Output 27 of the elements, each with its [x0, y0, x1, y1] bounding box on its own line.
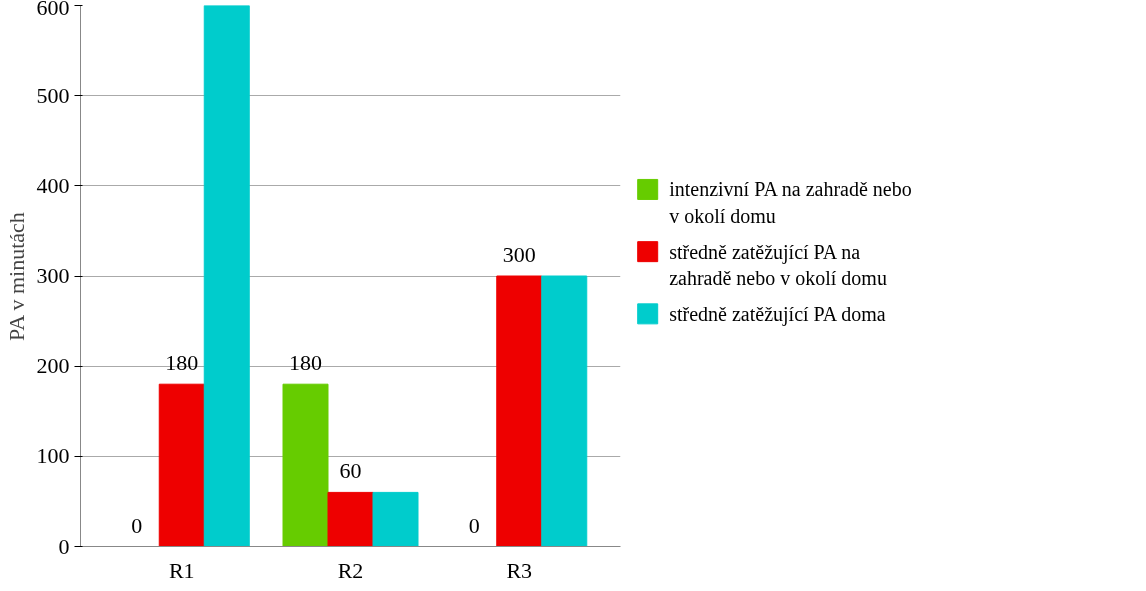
bar	[541, 275, 588, 547]
y-tick-label: 100	[36, 443, 70, 469]
bar	[158, 383, 205, 547]
data-label: 180	[289, 350, 322, 376]
y-tick-label: 0	[58, 533, 70, 559]
legend-label: intenzivní PA na zahradě nebo v okolí domu	[669, 178, 912, 227]
bar	[496, 275, 543, 547]
x-tick-label: R3	[506, 557, 533, 583]
data-label: 0	[131, 512, 143, 538]
data-label: 60	[339, 458, 362, 484]
bar	[282, 383, 329, 547]
y-axis-title: PA v minutách	[3, 212, 29, 341]
legend-label: středně zatěžující PA na zahradě nebo v okolí domu	[669, 240, 887, 290]
x-tick-label: R1	[168, 557, 195, 583]
y-tick-label: 500	[36, 82, 70, 108]
y-tick-label: 300	[36, 263, 70, 288]
y-tick-label: 600	[36, 0, 70, 20]
bar	[372, 491, 419, 547]
bar	[327, 491, 374, 547]
data-label: 300	[502, 242, 536, 267]
legend-label: středně zatěžující PA doma	[669, 302, 886, 326]
x-tick-label: R2	[337, 557, 364, 583]
bar	[203, 5, 250, 547]
y-tick-label: 200	[36, 353, 70, 379]
data-label: 180	[165, 350, 199, 376]
y-tick-label: 400	[36, 172, 70, 198]
data-label: 0	[468, 512, 480, 538]
